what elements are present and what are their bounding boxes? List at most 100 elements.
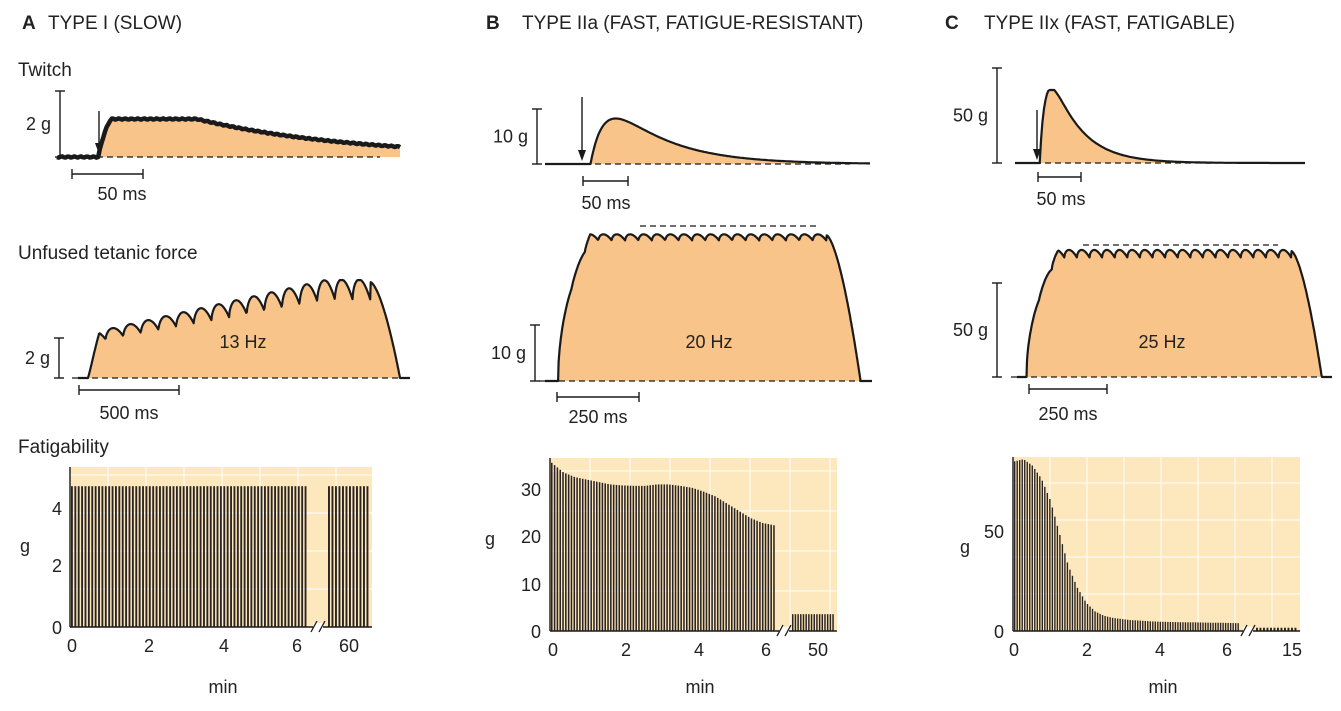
fatigue-bar-a bbox=[196, 486, 199, 627]
fatigue-bar-b bbox=[573, 476, 576, 631]
fatigue-bar-b bbox=[714, 496, 716, 631]
fatigue-bar-b bbox=[688, 487, 691, 631]
fatigue-bar-b bbox=[567, 474, 570, 631]
fatigue-bar-b bbox=[612, 484, 615, 631]
fatigue-bar-b bbox=[797, 614, 799, 631]
fatigue-bar-c bbox=[1066, 562, 1069, 631]
fatigue-bar-a bbox=[192, 486, 195, 627]
fatigue-bar-c bbox=[1212, 622, 1214, 631]
fatigue-bar-c bbox=[1174, 622, 1177, 631]
fatigue-bar-c bbox=[1287, 627, 1290, 631]
fatigue-bar-a bbox=[98, 486, 100, 627]
fatigue-bar-b bbox=[753, 519, 756, 631]
fatigue-bar-c bbox=[1182, 622, 1184, 631]
fatigue-xtick-b-0: 0 bbox=[548, 640, 558, 660]
fatigue-bar-c bbox=[1189, 622, 1192, 631]
fatigue-bar-c bbox=[1187, 622, 1189, 631]
fatigue-bar-a bbox=[145, 486, 148, 627]
fatigue-bar-a bbox=[226, 486, 229, 627]
fatigue-bar-c bbox=[1137, 620, 1139, 631]
fatigue-bar-c bbox=[1184, 622, 1187, 631]
fatigue-bar-c bbox=[1054, 516, 1056, 631]
fatigue-bar-c bbox=[1237, 623, 1239, 631]
fatigue-ytick-c-50: 50 bbox=[984, 522, 1004, 542]
fatigue-xtick-b-2: 2 bbox=[621, 640, 631, 660]
tetanic-frequency-label-b: 20 Hz bbox=[685, 332, 732, 352]
fatigue-bar-b bbox=[669, 484, 671, 631]
fatigue-bar-b bbox=[660, 484, 663, 631]
fatigue-bar-c bbox=[1114, 618, 1116, 631]
fatigue-bar-c bbox=[1069, 569, 1071, 631]
axis-break-gap-a bbox=[313, 623, 323, 631]
fatigue-bar-a bbox=[335, 486, 337, 627]
fatigue-bar-b bbox=[666, 484, 668, 631]
fatigue-bar-b bbox=[808, 614, 810, 631]
fatigue-bar-a bbox=[274, 486, 276, 627]
fatigue-bar-b bbox=[643, 485, 646, 631]
fatigue-bar-c bbox=[1051, 507, 1054, 631]
tetanic-trace-b bbox=[544, 233, 873, 383]
fatigue-ylabel-c: g bbox=[960, 537, 970, 557]
fatigue-bar-c bbox=[1134, 620, 1136, 631]
fatigue-bar-b bbox=[635, 485, 637, 631]
fatigue-bar-a bbox=[291, 486, 293, 627]
fatigue-bar-a bbox=[331, 486, 334, 627]
fatigue-bar-a bbox=[247, 486, 249, 627]
fatigue-ytick-c-0: 0 bbox=[994, 622, 1004, 642]
fatigue-xtick-b-4: 4 bbox=[694, 640, 704, 660]
fatigue-bar-a bbox=[260, 486, 263, 627]
fatigue-bar-b bbox=[607, 483, 609, 631]
fatigue-bar-b bbox=[821, 614, 824, 631]
fatigue-bar-a bbox=[111, 486, 114, 627]
fatigue-bar-b bbox=[553, 465, 556, 631]
tetanic-area-a bbox=[78, 280, 410, 378]
fatigue-bar-a bbox=[169, 486, 172, 627]
fatigue-bar-a bbox=[138, 486, 141, 627]
fatigue-bar-b bbox=[584, 479, 587, 631]
fatigue-bar-c bbox=[1084, 600, 1086, 631]
fatigue-bar-b bbox=[759, 521, 761, 631]
fatigue-bar-b bbox=[733, 508, 736, 631]
twitch-trace-b bbox=[545, 117, 870, 166]
fatigue-bar-b bbox=[725, 503, 727, 631]
stimulus-arrow-icon-c bbox=[1033, 149, 1041, 160]
tetanic-time-scale-c-label: 250 ms bbox=[1038, 404, 1097, 424]
fatigue-bar-c bbox=[1280, 627, 1283, 631]
tetanic-time-scale-b-label: 250 ms bbox=[568, 407, 627, 427]
fatigue-bar-b bbox=[618, 485, 621, 631]
fatigue-bar-b bbox=[615, 484, 618, 631]
fatigue-bar-c bbox=[1159, 621, 1162, 631]
fatigue-bar-a bbox=[216, 486, 219, 627]
fatigue-xtick-a-6: 6 bbox=[292, 636, 302, 656]
tetanic-trace-a bbox=[77, 279, 411, 380]
fatigue-bar-c bbox=[1079, 592, 1081, 631]
row-label-twitch: Twitch bbox=[18, 60, 72, 81]
fatigue-plot-area-b bbox=[550, 458, 837, 631]
fatigue-ytick-b-10: 10 bbox=[521, 575, 541, 595]
fatigue-bar-b bbox=[697, 489, 699, 631]
fatigue-bar-b bbox=[663, 484, 666, 631]
axis-break-gap-b bbox=[779, 627, 789, 635]
fatigue-bar-c bbox=[1214, 622, 1217, 631]
fatigue-bar-b bbox=[655, 484, 657, 631]
fatigue-bar-b bbox=[708, 493, 711, 631]
fatigue-bar-b bbox=[677, 485, 680, 631]
fatigue-bar-a bbox=[108, 486, 111, 627]
fatigue-bar-b bbox=[756, 520, 758, 631]
fatigue-bar-c bbox=[1036, 472, 1038, 631]
fatigue-bar-c bbox=[1227, 622, 1229, 631]
twitch-force-scale-b-label: 10 g bbox=[493, 127, 528, 147]
fatigue-bar-c bbox=[1071, 575, 1074, 631]
fatigue-bar-b bbox=[556, 467, 559, 631]
fatigue-bar-a bbox=[199, 486, 202, 627]
panel-a-letter: A bbox=[22, 13, 36, 34]
fatigue-bar-c bbox=[1127, 619, 1129, 631]
row-label-fatigue: Fatigability bbox=[18, 437, 109, 458]
fatigue-bar-c bbox=[1056, 525, 1059, 631]
fatigue-bar-c bbox=[1024, 459, 1026, 631]
fatigue-bar-c bbox=[1142, 620, 1144, 631]
fatigue-bar-a bbox=[301, 486, 304, 627]
tetanic-trace-c bbox=[1016, 248, 1333, 379]
fatigue-bar-b bbox=[598, 482, 601, 631]
stimulus-arrow-icon-b bbox=[578, 150, 586, 161]
